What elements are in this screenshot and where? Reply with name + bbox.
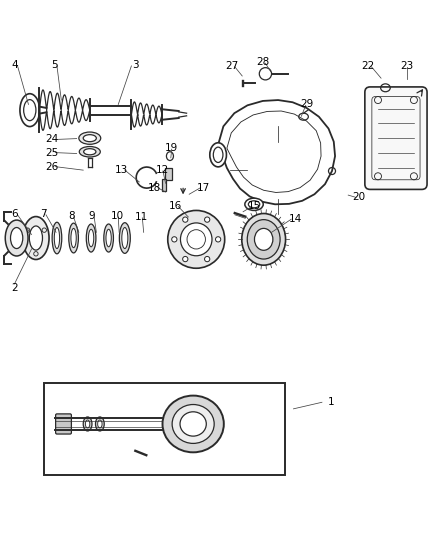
Text: 18: 18	[148, 183, 161, 192]
Ellipse shape	[86, 224, 96, 252]
Text: 14: 14	[289, 214, 302, 224]
Text: 4: 4	[11, 60, 18, 70]
Text: 15: 15	[248, 201, 261, 212]
Text: 1: 1	[327, 397, 334, 407]
Text: 26: 26	[45, 161, 58, 172]
Bar	[165, 167, 172, 180]
Text: 5: 5	[51, 60, 58, 70]
Text: 25: 25	[45, 148, 58, 158]
Text: 23: 23	[401, 61, 414, 71]
Text: 20: 20	[353, 192, 366, 203]
Ellipse shape	[98, 420, 102, 428]
Ellipse shape	[23, 216, 49, 260]
Ellipse shape	[85, 420, 90, 428]
Ellipse shape	[79, 132, 101, 144]
FancyBboxPatch shape	[56, 414, 71, 434]
Ellipse shape	[11, 228, 23, 248]
Ellipse shape	[29, 226, 42, 250]
Ellipse shape	[122, 228, 128, 248]
Ellipse shape	[88, 229, 94, 247]
Bar	[44, 383, 285, 474]
Bar	[162, 179, 166, 191]
Text: 16: 16	[169, 201, 182, 212]
Circle shape	[205, 217, 210, 222]
Text: 22: 22	[361, 61, 374, 71]
Ellipse shape	[180, 412, 206, 436]
Text: 27: 27	[226, 61, 239, 71]
Text: 9: 9	[88, 211, 95, 221]
Circle shape	[215, 237, 221, 242]
Ellipse shape	[83, 417, 92, 431]
Text: 17: 17	[197, 183, 210, 192]
Text: 2: 2	[11, 284, 18, 293]
Circle shape	[183, 217, 188, 222]
Ellipse shape	[254, 229, 273, 251]
Text: 19: 19	[165, 143, 178, 154]
Circle shape	[172, 237, 177, 242]
Ellipse shape	[84, 149, 96, 155]
Ellipse shape	[119, 223, 130, 253]
Ellipse shape	[69, 223, 78, 253]
Ellipse shape	[162, 395, 224, 453]
Ellipse shape	[210, 143, 226, 167]
Ellipse shape	[5, 220, 28, 256]
Ellipse shape	[83, 135, 96, 142]
FancyBboxPatch shape	[365, 87, 427, 189]
Text: 3: 3	[132, 60, 139, 70]
Text: 6: 6	[11, 209, 18, 219]
Ellipse shape	[71, 229, 76, 248]
Text: 7: 7	[40, 209, 47, 219]
Text: 11: 11	[134, 212, 148, 222]
Text: 24: 24	[45, 134, 58, 144]
Text: 10: 10	[111, 211, 124, 221]
Ellipse shape	[168, 211, 225, 268]
Text: 8: 8	[68, 211, 75, 221]
Ellipse shape	[95, 417, 104, 431]
Ellipse shape	[247, 220, 280, 259]
Ellipse shape	[52, 222, 62, 254]
Text: 28: 28	[256, 58, 269, 67]
Ellipse shape	[242, 214, 286, 265]
Ellipse shape	[172, 405, 214, 443]
Ellipse shape	[79, 147, 100, 157]
Circle shape	[205, 256, 210, 262]
Text: 29: 29	[300, 100, 313, 109]
Text: 12: 12	[155, 165, 169, 175]
Ellipse shape	[54, 228, 60, 248]
Ellipse shape	[245, 198, 263, 211]
Text: 13: 13	[115, 165, 128, 175]
Ellipse shape	[106, 229, 111, 247]
Ellipse shape	[180, 223, 212, 256]
Circle shape	[183, 256, 188, 262]
Ellipse shape	[104, 224, 113, 252]
